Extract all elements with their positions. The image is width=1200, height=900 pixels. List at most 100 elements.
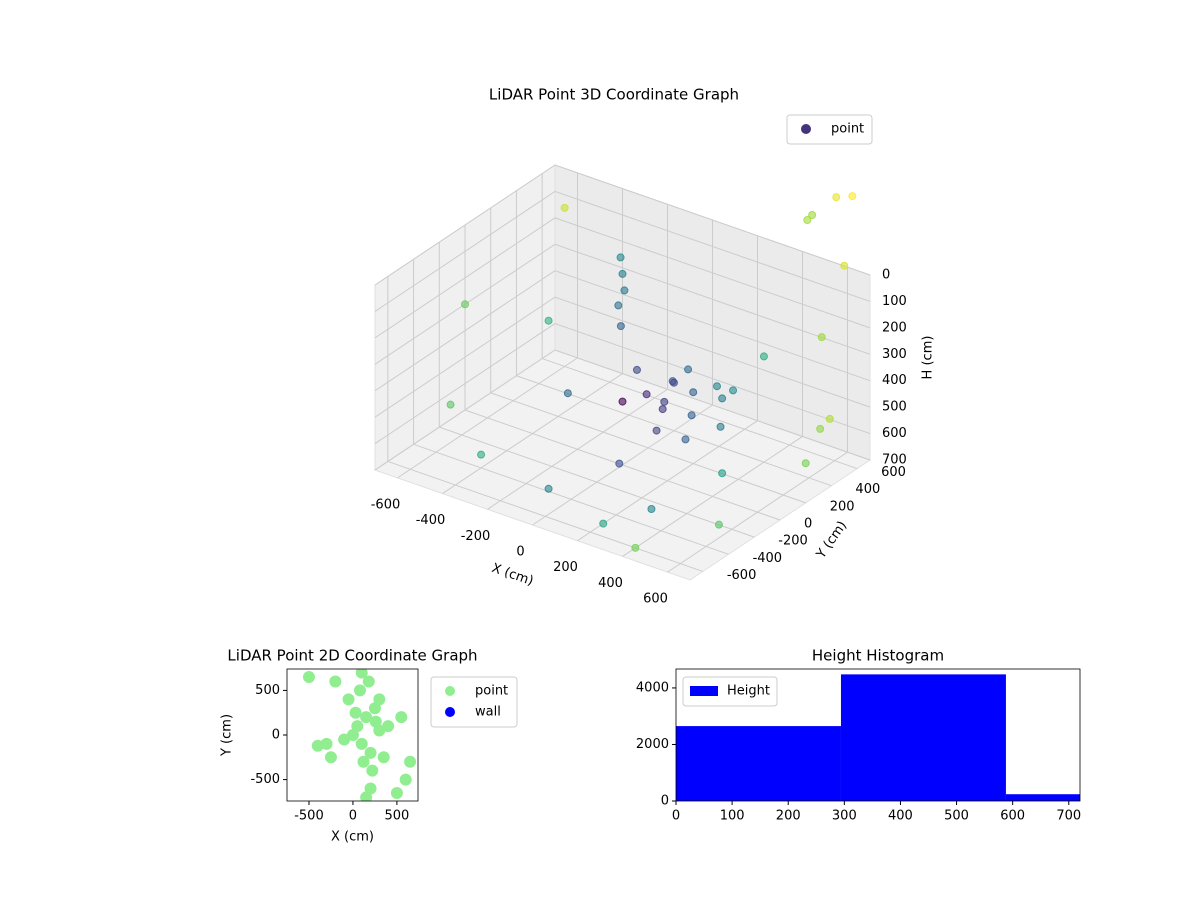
data-point [373,693,386,706]
data-point [729,386,738,395]
histogram-bar [676,726,841,801]
x-tick-label: 600 [1000,809,1025,824]
data-point [632,365,641,374]
x-tick-label: 400 [888,809,913,824]
data-point [652,426,661,435]
z-tick-label: 300 [882,347,907,362]
data-point [716,422,725,431]
z-tick-label: 100 [882,294,907,309]
x-tick-label: 0 [349,809,357,824]
z-tick-label: 700 [882,453,907,468]
data-point [825,414,834,423]
data-point [803,216,812,224]
data-point [713,382,721,391]
y-tick-label: -500 [250,772,280,787]
y-tick-label: -200 [778,534,808,549]
data-point [563,389,572,398]
y-tick-label: 500 [255,683,280,698]
data-point [311,739,324,752]
data-point [544,316,553,325]
point-group [446,192,857,552]
data-point [390,786,403,799]
x-tick-label: 500 [384,809,409,824]
legend-label: point [475,684,508,699]
data-point [616,322,625,331]
y-tick-label: 0 [272,728,280,743]
legend-box [682,676,778,707]
grid-line [374,349,871,471]
y-tick-label: 4000 [636,680,669,695]
data-point [684,365,693,374]
data-point [759,352,768,361]
data-point [816,424,825,433]
z-tick-label: 200 [882,320,907,335]
data-point [840,261,849,270]
data-point [342,693,355,706]
grid-line [374,296,871,418]
data-point [620,286,629,295]
data-point [801,459,810,468]
data-point [364,746,377,759]
data-point [631,543,640,552]
chart-title: LiDAR Point 3D Coordinate Graph [489,86,739,104]
z-axis-label: H (cm) [921,336,936,380]
y-tick-label: 200 [830,499,855,514]
grid-line [374,164,871,286]
data-point [848,192,857,201]
data-point [353,684,366,697]
data-point [395,711,408,724]
data-point [355,737,368,750]
data-point [599,519,608,528]
y-axis-label: Y (cm) [220,714,235,757]
data-point [832,193,841,202]
x-tick-label: 400 [598,576,623,591]
legend-label: point [831,122,864,137]
legend-marker [690,686,718,696]
grid-line [374,270,871,392]
data-point [351,720,364,733]
grid-line [374,323,871,444]
data-point [461,300,469,309]
histogram-bar [1005,794,1080,801]
x-axis-label: X (cm) [490,561,536,589]
data-point [560,203,569,212]
x-tick-label: 500 [944,809,969,824]
x-tick-label: 700 [1056,809,1081,824]
data-point [366,764,379,777]
data-point [681,435,690,444]
y-tick-label: -600 [727,568,757,583]
y-tick-label: 0 [661,794,669,809]
y-tick-label: 2000 [636,737,669,752]
data-point [669,378,678,387]
x-tick-label: -400 [416,513,446,528]
legend-label: wall [475,705,501,720]
grid-line [374,190,871,312]
data-point [687,411,696,420]
data-point [642,390,651,399]
data-point [324,751,337,764]
data-point [714,520,723,529]
legend-marker [445,686,455,696]
data-point [377,751,390,764]
legend-marker [801,124,811,134]
chart-title: LiDAR Point 2D Coordinate Graph [227,647,477,665]
data-point [660,397,669,406]
x-tick-label: 0 [516,545,524,560]
data-point [368,702,381,715]
x-tick-label: 600 [643,592,668,607]
z-tick-label: 400 [882,373,907,388]
data-point [362,675,375,688]
data-point [404,755,417,768]
data-point [369,715,382,728]
z-tick-label: 600 [882,426,907,441]
x-tick-label: 200 [553,560,578,575]
data-point [689,388,698,397]
histogram-bar [840,674,1006,801]
x-tick-label: 300 [832,809,857,824]
y-tick-label: 600 [881,465,906,480]
data-point [808,211,817,219]
x-tick-label: -600 [371,497,401,512]
chart-title: Height Histogram [812,647,944,665]
x-tick-label: 100 [720,809,745,824]
